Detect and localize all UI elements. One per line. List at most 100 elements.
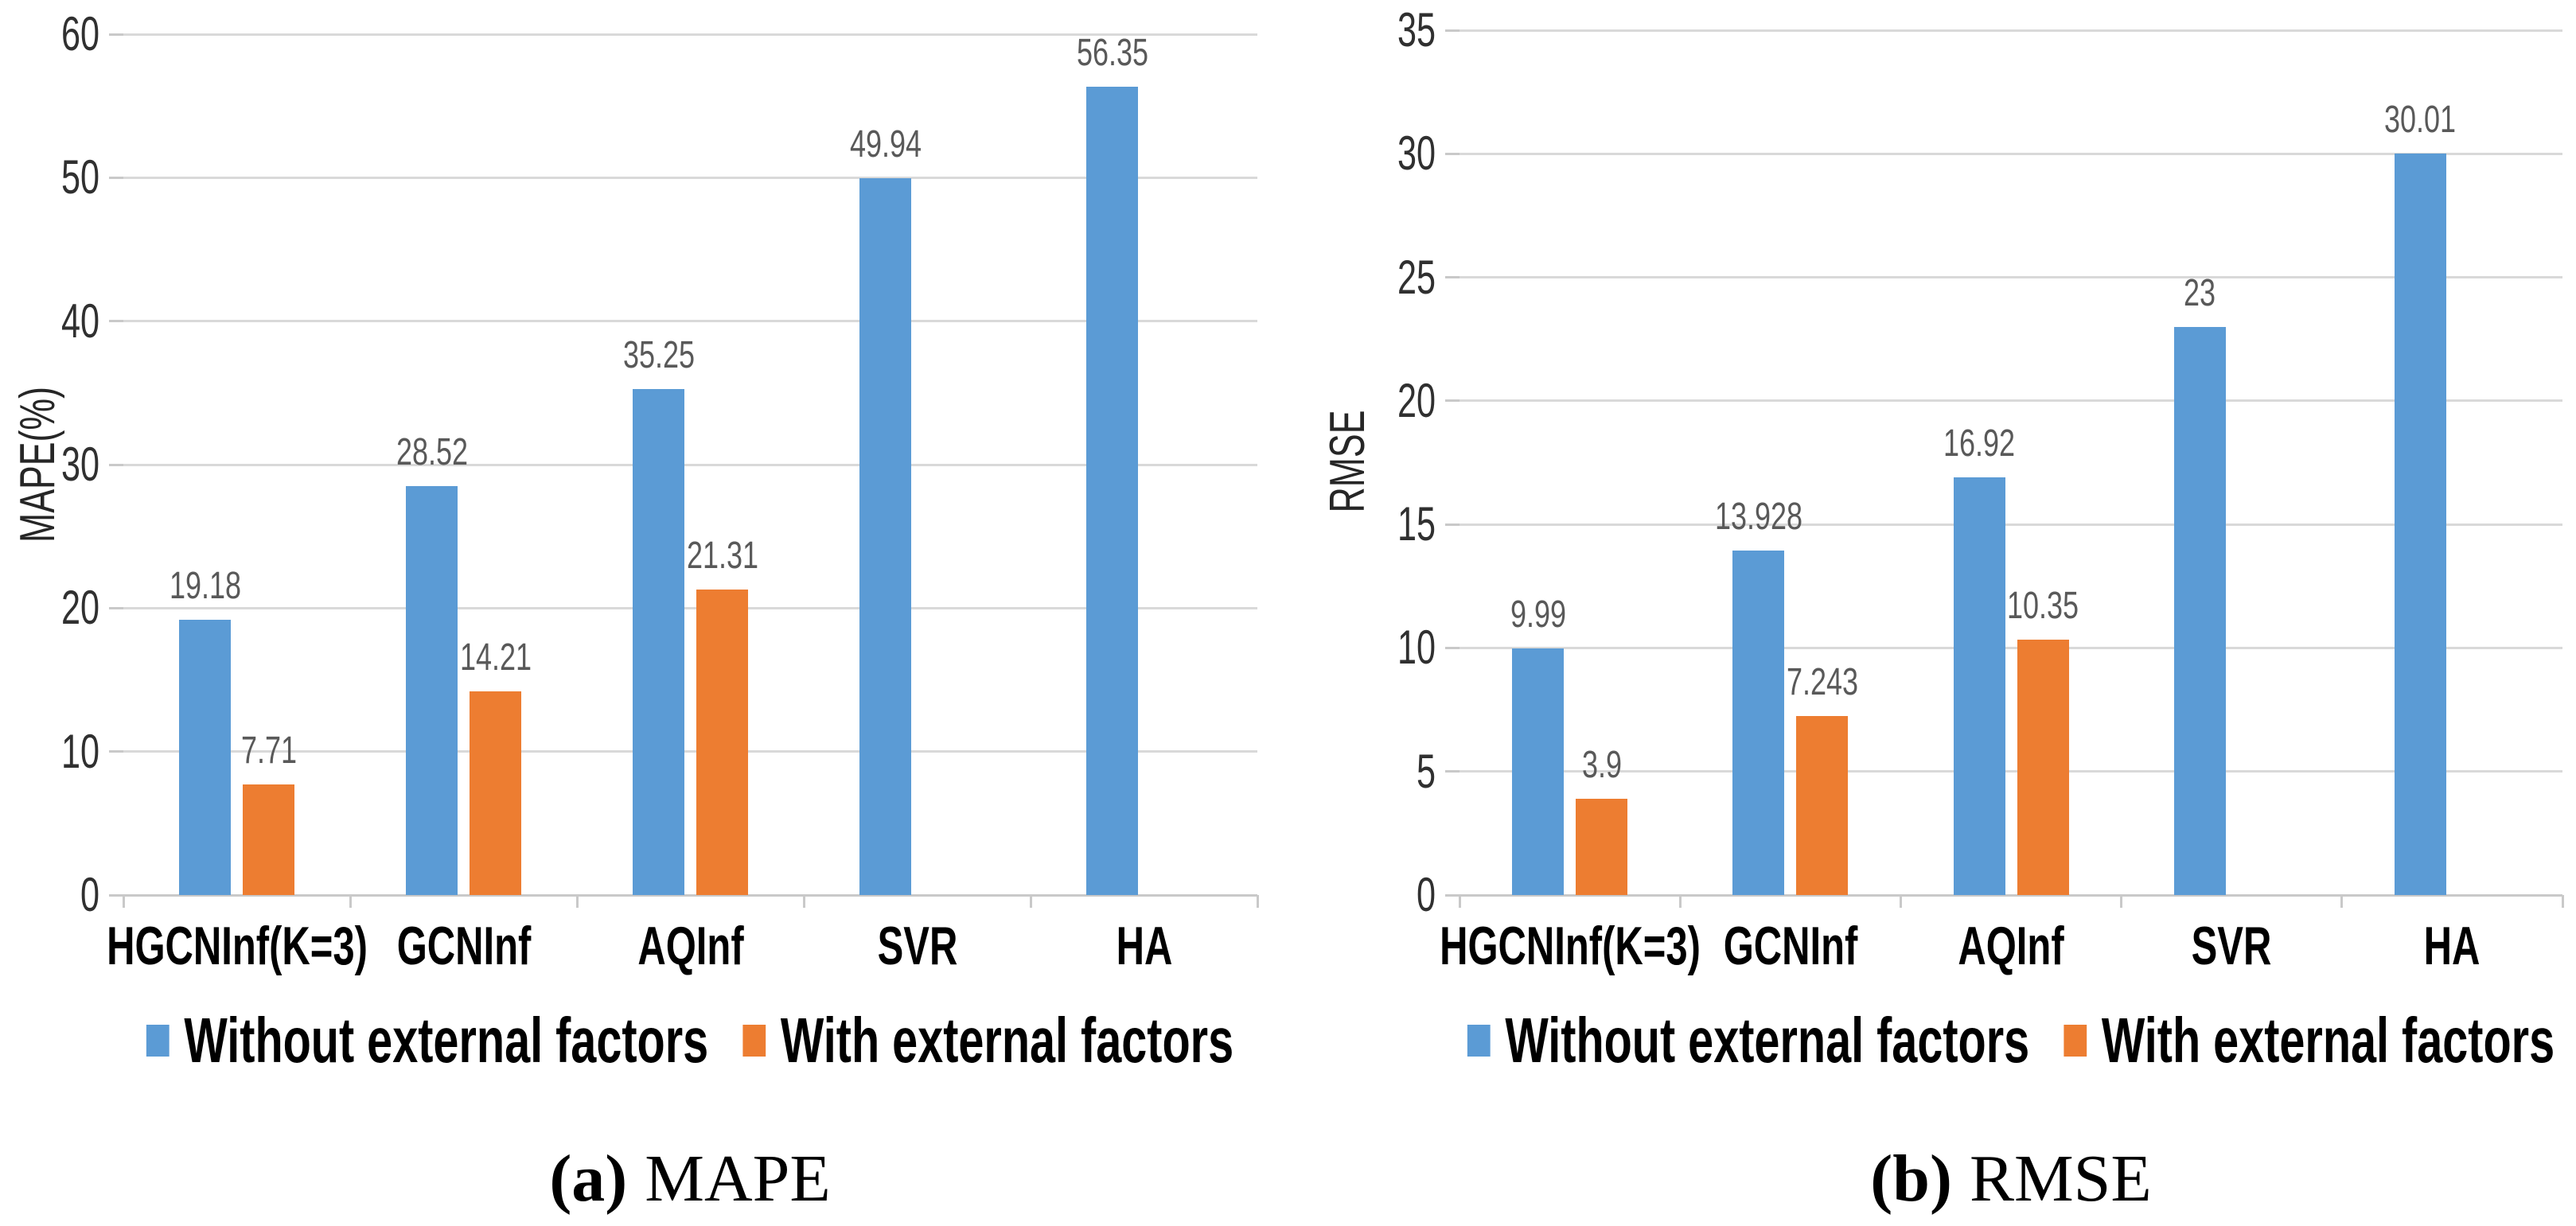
- caption-label: RMSE: [1969, 1142, 2152, 1216]
- y-axis-tick: [1445, 399, 1459, 403]
- bar-value-label: 7.243: [1786, 661, 1858, 704]
- y-axis-tick: [109, 606, 123, 609]
- y-tick-label: 25: [1397, 250, 1436, 304]
- bar-with-external-factors: [470, 691, 521, 895]
- y-tick-label: 10: [60, 724, 99, 778]
- chart-panel-rmse: RMSE 0 5 10 15 20 25 30 35 9.99 13.928 16.92 23 30.0…: [1289, 0, 2576, 1226]
- bar-value-label: 16.92: [1943, 422, 2016, 465]
- bar-without-external-factors: [2173, 326, 2226, 895]
- bar-with-external-factors: [1796, 716, 1849, 895]
- x-category-label: AQInf: [637, 916, 744, 976]
- y-tick-label: 15: [1397, 497, 1436, 551]
- y-tick-label: 5: [1416, 744, 1436, 798]
- bar-without-external-factors: [1086, 86, 1138, 895]
- x-axis-tick: [2561, 895, 2564, 908]
- x-axis-tick: [1899, 895, 1902, 908]
- x-category-label: HA: [1116, 916, 1172, 976]
- gridline: [1459, 29, 2562, 32]
- gridline: [1459, 152, 2562, 155]
- y-tick-label: 30: [60, 438, 99, 491]
- gridline: [1459, 276, 2562, 279]
- gridline: [1459, 646, 2562, 649]
- bar-without-external-factors: [859, 178, 911, 895]
- gridline: [123, 463, 1257, 466]
- bar-value-label: 30.01: [2384, 98, 2457, 141]
- y-tick-label: 50: [60, 150, 99, 204]
- y-axis-tick: [1445, 646, 1459, 649]
- x-category-label: SVR: [877, 916, 957, 976]
- y-axis-tick: [1445, 29, 1459, 32]
- y-tick-label: 60: [60, 7, 99, 60]
- bar-value-label: 13.928: [1714, 496, 1802, 539]
- y-tick-label: 30: [1397, 126, 1436, 181]
- gridline: [1459, 399, 2562, 403]
- y-axis-tick: [109, 320, 123, 323]
- caption-tag: (b): [1870, 1142, 1952, 1216]
- x-axis-line: [1459, 893, 2562, 897]
- y-tick-label: 20: [60, 581, 99, 635]
- bar-without-external-factors: [406, 485, 458, 895]
- y-axis-tick: [109, 33, 123, 36]
- x-category-label: GCNInf: [396, 916, 531, 976]
- gridline: [1459, 523, 2562, 526]
- y-tick-label: 35: [1397, 3, 1436, 56]
- legend-item-without: Without external factors: [146, 1001, 708, 1080]
- y-axis-title: RMSE: [1320, 410, 1375, 513]
- bar-value-label: 23: [2184, 271, 2216, 314]
- bar-value-label: 56.35: [1076, 31, 1148, 74]
- bar-value-label: 10.35: [2006, 584, 2079, 627]
- legend-label: With external factors: [780, 1005, 1234, 1076]
- x-axis-tick: [575, 895, 579, 908]
- legend-label: Without external factors: [184, 1005, 709, 1076]
- legend-swatch-with: [742, 1025, 766, 1057]
- x-category-label: HGCNInf(K=3): [106, 916, 368, 976]
- bar-with-external-factors: [2017, 639, 2069, 895]
- legend-item-with: With external factors: [2064, 1001, 2555, 1080]
- legend: Without external factors With external fa…: [129, 1001, 1250, 1080]
- x-axis-tick: [1678, 895, 1682, 908]
- bar-without-external-factors: [1512, 648, 1565, 895]
- legend-swatch-without: [1467, 1025, 1491, 1057]
- x-axis-line: [123, 893, 1257, 897]
- bar-value-label: 9.99: [1510, 593, 1566, 636]
- caption-a: (a) MAPE: [549, 1139, 830, 1219]
- bar-with-external-factors: [696, 589, 748, 895]
- x-category-label: SVR: [2191, 916, 2272, 976]
- y-axis-tick: [109, 176, 123, 179]
- y-axis-tick: [109, 893, 123, 897]
- legend-item-with: With external factors: [742, 1001, 1233, 1080]
- bar-value-label: 28.52: [396, 430, 468, 473]
- x-axis-tick: [1029, 895, 1032, 908]
- x-axis-tick: [1458, 895, 1461, 908]
- gridline: [123, 606, 1257, 609]
- bar-value-label: 14.21: [459, 636, 532, 679]
- gridline: [123, 750, 1257, 753]
- bar-value-label: 21.31: [686, 534, 758, 577]
- x-category-label: HA: [2424, 916, 2481, 976]
- x-axis-tick: [2340, 895, 2344, 908]
- bar-value-label: 35.25: [622, 334, 695, 377]
- y-axis-tick: [109, 463, 123, 466]
- legend: Without external factors With external fa…: [1450, 1001, 2571, 1080]
- x-axis-tick: [349, 895, 352, 908]
- x-category-label: GCNInf: [1723, 916, 1858, 976]
- y-axis-tick: [1445, 276, 1459, 279]
- x-axis-tick: [122, 895, 125, 908]
- chart-panel-mape: MAPE(%) 0 10 20 30 40 50 60 19.18 28.52 35.25 49.9…: [10, 7, 1259, 1219]
- y-axis-tick: [109, 750, 123, 753]
- bar-without-external-factors: [1732, 551, 1785, 895]
- x-category-label: AQInf: [1958, 916, 2064, 976]
- bar-value-label: 7.71: [240, 729, 297, 772]
- bar-value-label: 49.94: [849, 123, 922, 166]
- gridline: [123, 33, 1257, 36]
- gridline: [123, 176, 1257, 179]
- bar-value-label: 3.9: [1581, 743, 1622, 786]
- bar-without-external-factors: [2394, 153, 2446, 895]
- y-tick-label: 0: [80, 868, 99, 921]
- gridline: [123, 320, 1257, 323]
- y-tick-label: 20: [1397, 373, 1436, 427]
- x-axis-tick: [2120, 895, 2123, 908]
- y-tick-label: 10: [1397, 621, 1436, 675]
- x-category-label: HGCNInf(K=3): [1439, 916, 1701, 976]
